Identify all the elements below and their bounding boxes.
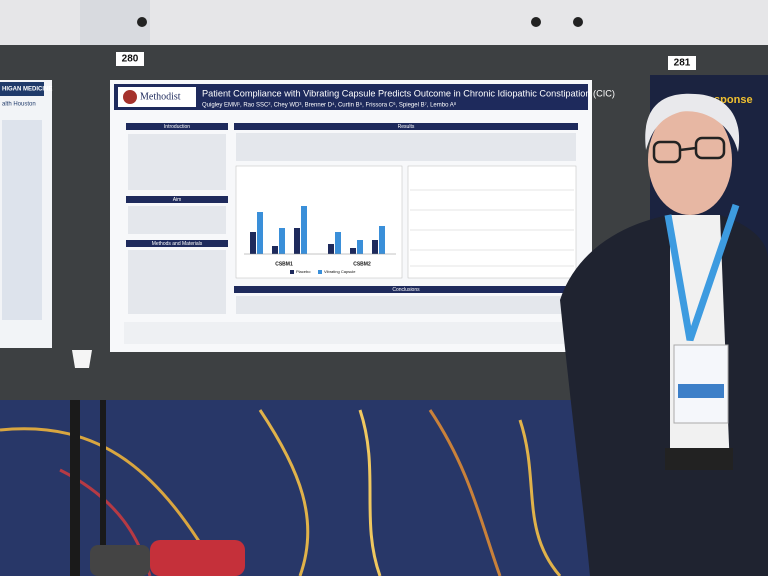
section-header [234, 286, 578, 293]
left-poster-header [0, 82, 44, 96]
table-rules [410, 189, 574, 267]
left-poster-text: alth Houston [2, 102, 36, 108]
bag [90, 545, 150, 576]
easel-leg [70, 400, 80, 576]
board-number-text: 281 [674, 58, 691, 69]
spotlight [573, 17, 583, 27]
board-number [116, 52, 144, 66]
face [648, 105, 732, 215]
logo-mark [123, 90, 137, 104]
left-poster-text: HIGAN MEDICINE [2, 87, 52, 93]
badge-band [678, 384, 724, 398]
text-block [128, 134, 226, 190]
section-header [126, 196, 228, 203]
figure-group-label: CSBM1 [275, 261, 293, 267]
belt [665, 448, 733, 470]
footer [124, 322, 578, 344]
lanyard [664, 203, 740, 342]
figure [235, 165, 403, 279]
section-title: Introduction [164, 124, 190, 130]
easel-leg [100, 400, 106, 576]
section-header [234, 123, 578, 130]
glasses [652, 136, 726, 164]
section-title: Methods and Materials [152, 241, 203, 247]
spotlight [137, 17, 147, 27]
jacket [560, 215, 768, 576]
section-header [126, 123, 228, 130]
figure-group-label: CSBM2 [353, 261, 371, 267]
text-block [236, 133, 576, 161]
section-header [126, 240, 228, 247]
board-number [668, 56, 696, 70]
left-poster-body [2, 120, 42, 320]
legend-swatch [290, 270, 294, 274]
spotlight [531, 17, 541, 27]
board-number-text: 280 [122, 54, 139, 65]
cup [72, 350, 92, 368]
legend-label: Vibrating Capsule [324, 269, 356, 274]
section-title: Conclusions [392, 287, 420, 293]
section-title: Aim [173, 197, 182, 203]
legend-label: Placebo [296, 269, 311, 274]
text-block [128, 250, 226, 314]
text-block [236, 296, 576, 314]
legend-swatch [318, 270, 322, 274]
bag [150, 540, 245, 576]
poster-title: Patient Compliance with Vibrating Capsul… [202, 88, 615, 98]
text-block [128, 206, 226, 234]
section-title: Results [398, 124, 415, 130]
table [407, 165, 577, 279]
logo-text: Methodist [140, 91, 181, 102]
hair [645, 93, 740, 152]
figure-bars [250, 206, 385, 254]
poster-authors: Quigley EMM¹, Rao SSC², Chey WD³, Brenne… [202, 102, 457, 109]
logo [118, 87, 196, 107]
